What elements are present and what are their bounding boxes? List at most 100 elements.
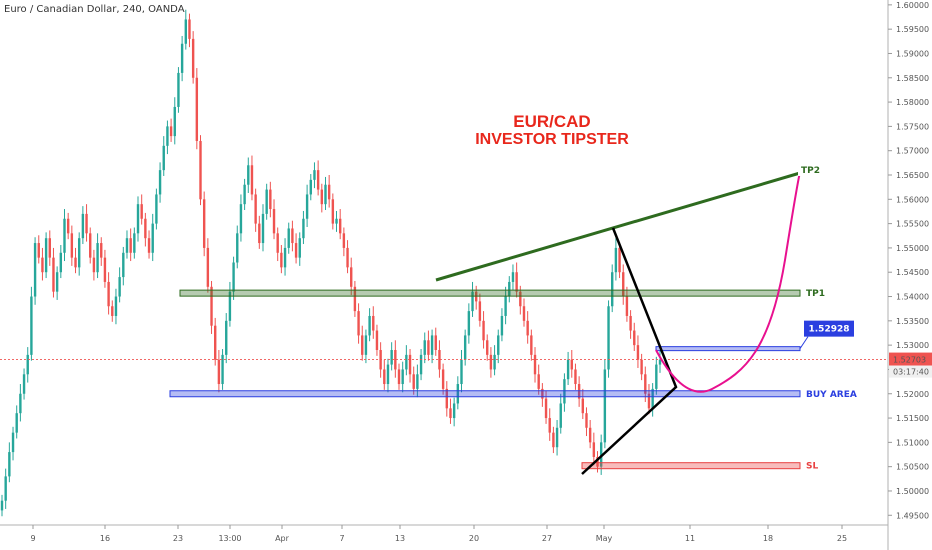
candle-body (372, 315, 375, 331)
candle-body (577, 384, 581, 399)
price-tick-label: 1.58000 (896, 98, 929, 107)
candle-body (184, 19, 187, 44)
price-tick-label: 1.51500 (896, 414, 929, 423)
candle-body (427, 340, 430, 355)
candle-body (162, 145, 165, 171)
candle-body (452, 403, 456, 419)
candle-body (515, 272, 518, 292)
price-tick-label: 1.56000 (896, 195, 929, 204)
tp2-label: TP2 (801, 166, 820, 176)
time-axis[interactable]: 9 16 23 13:00 Apr 7 13 20 27 May 11 18 25 (0, 524, 888, 543)
candle-body (644, 374, 647, 394)
candle-body (552, 432, 555, 448)
candle-body (250, 165, 254, 195)
candle-body (438, 350, 441, 370)
candle-body (122, 252, 125, 278)
candle-body (361, 335, 364, 355)
time-tick-label: 9 (30, 534, 35, 543)
candle-body (136, 204, 140, 234)
time-tick-label: 20 (469, 534, 479, 543)
candle-body (500, 315, 504, 336)
candle-body (232, 262, 235, 292)
candle-body (563, 379, 566, 404)
candle-body (530, 335, 533, 355)
candle-body (283, 247, 287, 268)
time-tick-label: 23 (173, 534, 183, 543)
candle-body (434, 335, 437, 350)
candle-body (588, 427, 592, 443)
callout-line (655, 346, 801, 352)
candle-body (603, 369, 607, 443)
candle-body (221, 354, 224, 385)
candle-body (401, 369, 404, 385)
candle-body (140, 204, 143, 219)
last-price-badge (889, 352, 932, 366)
price-tick-label: 1.57500 (896, 122, 929, 131)
price-tick-label: 1.58500 (896, 74, 929, 83)
candle-body (519, 291, 522, 307)
candle-body (346, 247, 349, 268)
candle-body (239, 204, 243, 234)
candle-body (441, 369, 445, 389)
price-tick-label: 1.49500 (896, 511, 929, 520)
drawings: TP2 (435, 162, 826, 475)
candle-body (408, 354, 412, 375)
candle-body (647, 393, 651, 409)
candle-body (243, 184, 246, 205)
candle-body (52, 257, 55, 292)
callout-box (804, 320, 854, 337)
candle-body (188, 19, 191, 39)
candle-body (26, 354, 29, 375)
time-tick-label: May (596, 534, 613, 543)
candle-body (0, 500, 4, 511)
candle-body (77, 238, 81, 268)
candle-body (655, 364, 658, 389)
candle-body (302, 218, 305, 239)
candle-body (4, 476, 7, 501)
candle-body (611, 272, 614, 307)
annotation-title-line1: EUR/CAD (513, 112, 591, 131)
candle-body (416, 374, 419, 389)
candle-body (177, 72, 180, 107)
candle-body (63, 218, 66, 253)
candle-body (599, 442, 603, 467)
price-axis[interactable]: 1.60000 1.59500 1.59000 1.58500 1.58000 1.575… (887, 0, 932, 550)
candle-body (247, 165, 250, 185)
projection-path (655, 171, 801, 393)
candle-body (342, 233, 346, 248)
candle-body (596, 456, 599, 467)
candle-body (463, 335, 467, 360)
candle-body (261, 213, 265, 244)
tp2-label-bg (798, 162, 826, 176)
time-tick-label: Apr (275, 534, 290, 543)
candle-body (541, 388, 544, 399)
candle-body (456, 384, 460, 404)
candle-body (118, 277, 121, 297)
levels: TP1 BUY AREA SL 1.52928 (0, 286, 888, 472)
candle-body (11, 432, 15, 453)
candle-body (8, 452, 11, 477)
candle-body (423, 340, 426, 355)
candle-body (96, 243, 99, 273)
callout-pointer (799, 336, 809, 349)
candle-body (353, 286, 357, 312)
level-sl (581, 462, 801, 470)
candle-body (103, 257, 107, 282)
price-tick-label: 1.57000 (896, 147, 929, 156)
price-tick-label: 1.53000 (896, 341, 929, 350)
candle-body (258, 223, 261, 244)
candle-body (486, 340, 489, 355)
price-tick-label: 1.59500 (896, 25, 929, 34)
candle-body (210, 286, 213, 326)
candle-body (592, 442, 596, 457)
candle-body (144, 218, 147, 239)
triangle-pattern (581, 227, 678, 475)
candle-body (55, 272, 59, 292)
price-tick-label: 1.56500 (896, 171, 929, 180)
candle-body (151, 223, 154, 253)
level-buy-area (169, 390, 801, 398)
candle-body (335, 218, 338, 224)
price-tick-label: 1.51000 (896, 438, 929, 447)
candle-body (15, 413, 18, 433)
